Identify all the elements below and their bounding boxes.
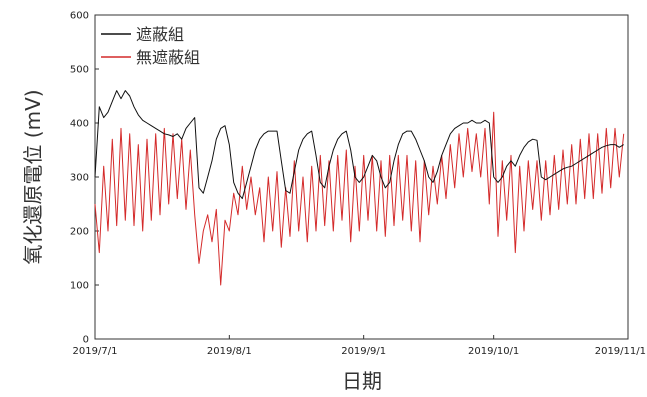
x-tick-label: 2019/11/1 — [595, 346, 646, 357]
y-tick-label: 100 — [70, 281, 89, 292]
y-axis-ticks: 0 100 200 300 400 500 600 — [70, 11, 99, 346]
y-tick-label: 0 — [83, 335, 89, 346]
y-tick-label: 200 — [70, 227, 89, 238]
legend-label-unshaded: 無遮蔽組 — [136, 48, 200, 67]
legend-label-shaded: 遮蔽組 — [136, 25, 184, 44]
legend: 遮蔽組 無遮蔽組 — [101, 25, 200, 67]
series-line-unshaded — [94, 111, 625, 286]
x-tick-label: 2019/10/1 — [468, 346, 519, 357]
y-tick-label: 600 — [70, 11, 89, 22]
x-tick-label: 2019/9/1 — [341, 346, 386, 357]
series-layer — [94, 90, 625, 286]
x-tick-label: 2019/8/1 — [207, 346, 252, 357]
x-axis-ticks: 2019/7/1 2019/8/1 2019/9/1 2019/10/1 2019/11… — [73, 335, 646, 357]
y-tick-label: 300 — [70, 173, 89, 184]
series-line-shaded — [94, 90, 624, 200]
y-tick-label: 400 — [70, 119, 89, 130]
y-tick-label: 500 — [70, 65, 89, 76]
x-axis-title: 日期 — [342, 369, 382, 393]
y-axis-title: 氧化還原電位 (mV) — [21, 89, 45, 264]
x-tick-label: 2019/7/1 — [73, 346, 118, 357]
